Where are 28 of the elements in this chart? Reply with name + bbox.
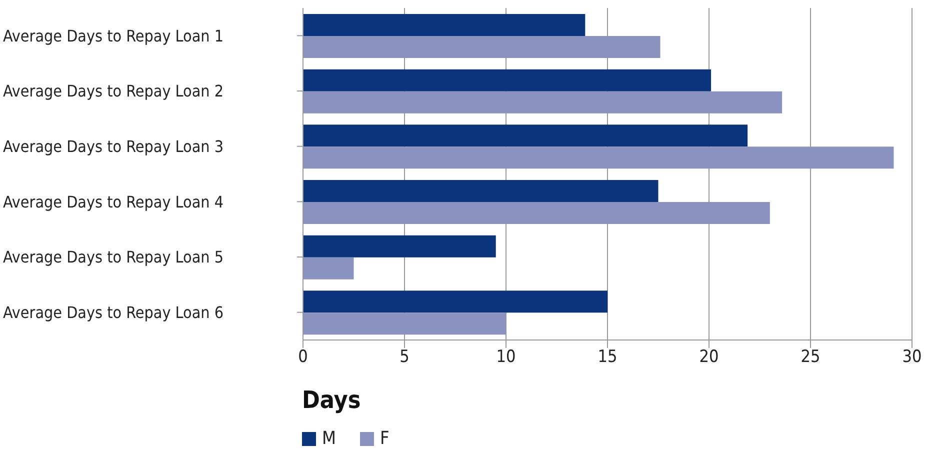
bar	[303, 257, 354, 280]
bar	[303, 146, 894, 169]
bar	[303, 235, 496, 258]
legend-label: F	[380, 428, 390, 449]
x-tick-label: 10	[496, 347, 516, 368]
x-tick-label: 25	[800, 347, 820, 368]
y-tick-label: Average Days to Repay Loan 2	[3, 82, 224, 101]
bar	[303, 69, 712, 92]
legend-label: M	[322, 428, 336, 449]
y-tick-label: Average Days to Repay Loan 1	[3, 26, 224, 46]
bar	[303, 202, 770, 224]
bar	[303, 312, 506, 335]
x-axis-title: Days	[302, 386, 361, 414]
bar	[303, 91, 782, 114]
y-tick-label: Average Days to Repay Loan 3	[3, 137, 224, 156]
x-tick-label: 15	[598, 347, 618, 368]
x-tick-label: 20	[699, 347, 719, 368]
bar	[303, 36, 660, 58]
y-tick-label: Average Days to Repay Loan 6	[3, 303, 224, 322]
bar	[303, 290, 608, 313]
x-tick-label: 5	[400, 347, 410, 368]
y-tick-label: Average Days to Repay Loan 4	[3, 192, 224, 212]
bar	[303, 14, 586, 36]
bar	[303, 180, 658, 202]
x-tick-label: 0	[298, 347, 308, 368]
y-tick-label: Average Days to Repay Loan 5	[3, 248, 224, 267]
x-tick-label: 30	[902, 347, 922, 368]
bar	[303, 124, 748, 147]
